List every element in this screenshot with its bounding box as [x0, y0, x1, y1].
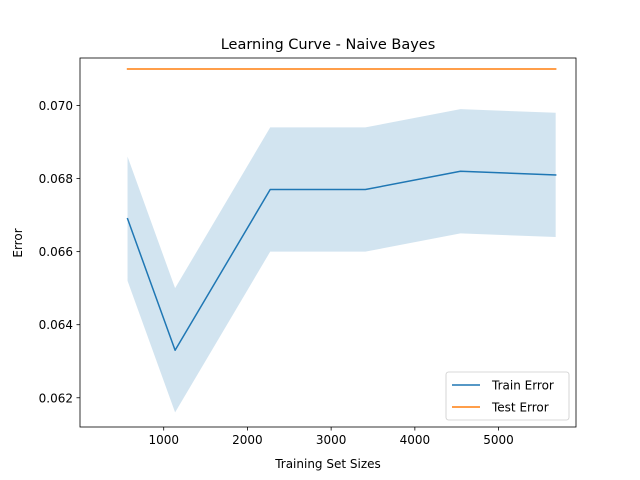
x-tick-label: 5000: [483, 433, 514, 447]
series-1-point-0: [126, 67, 130, 71]
x-tick-label: 2000: [232, 433, 263, 447]
series-0-point-4: [458, 169, 462, 173]
legend-box: [445, 371, 570, 421]
x-axis-title: Training Set Sizes: [274, 457, 381, 471]
series-1-point-5: [554, 67, 558, 71]
legend: Train Error Test Error: [445, 371, 570, 421]
legend-label-0: Train Error: [491, 379, 554, 393]
series-0-point-0: [126, 217, 130, 221]
y-tick-label: 0.062: [39, 391, 73, 405]
series-line-0: [126, 170, 557, 352]
y-axis-title: Error: [11, 228, 25, 257]
series-0-point-5: [554, 173, 558, 177]
axes-frame: [79, 57, 577, 428]
x-tick-label: 1000: [148, 433, 179, 447]
x-tick-label: 4000: [400, 433, 431, 447]
chart-title: Learning Curve - Naive Bayes: [221, 37, 436, 53]
series-0-point-2: [268, 188, 272, 192]
y-tick-label: 0.064: [39, 318, 73, 332]
series-1-point-1: [173, 67, 177, 71]
axis-ticks: 1000 2000 3000 4000 5000 0.062 0.064 0.066 0.068…: [39, 99, 514, 447]
series-0-point-3: [363, 188, 367, 192]
series-1-point-2: [268, 67, 272, 71]
series-band-0: [127, 109, 556, 413]
y-tick-label: 0.066: [39, 245, 73, 259]
series-1-point-3: [363, 67, 367, 71]
y-tick-label: 0.070: [39, 99, 73, 113]
plot-area: [126, 67, 558, 413]
x-tick-label: 3000: [316, 433, 347, 447]
legend-label-1: Test Error: [491, 401, 549, 415]
series-0-point-1: [173, 348, 177, 352]
series-1-point-4: [458, 67, 462, 71]
y-tick-label: 0.068: [39, 172, 73, 186]
